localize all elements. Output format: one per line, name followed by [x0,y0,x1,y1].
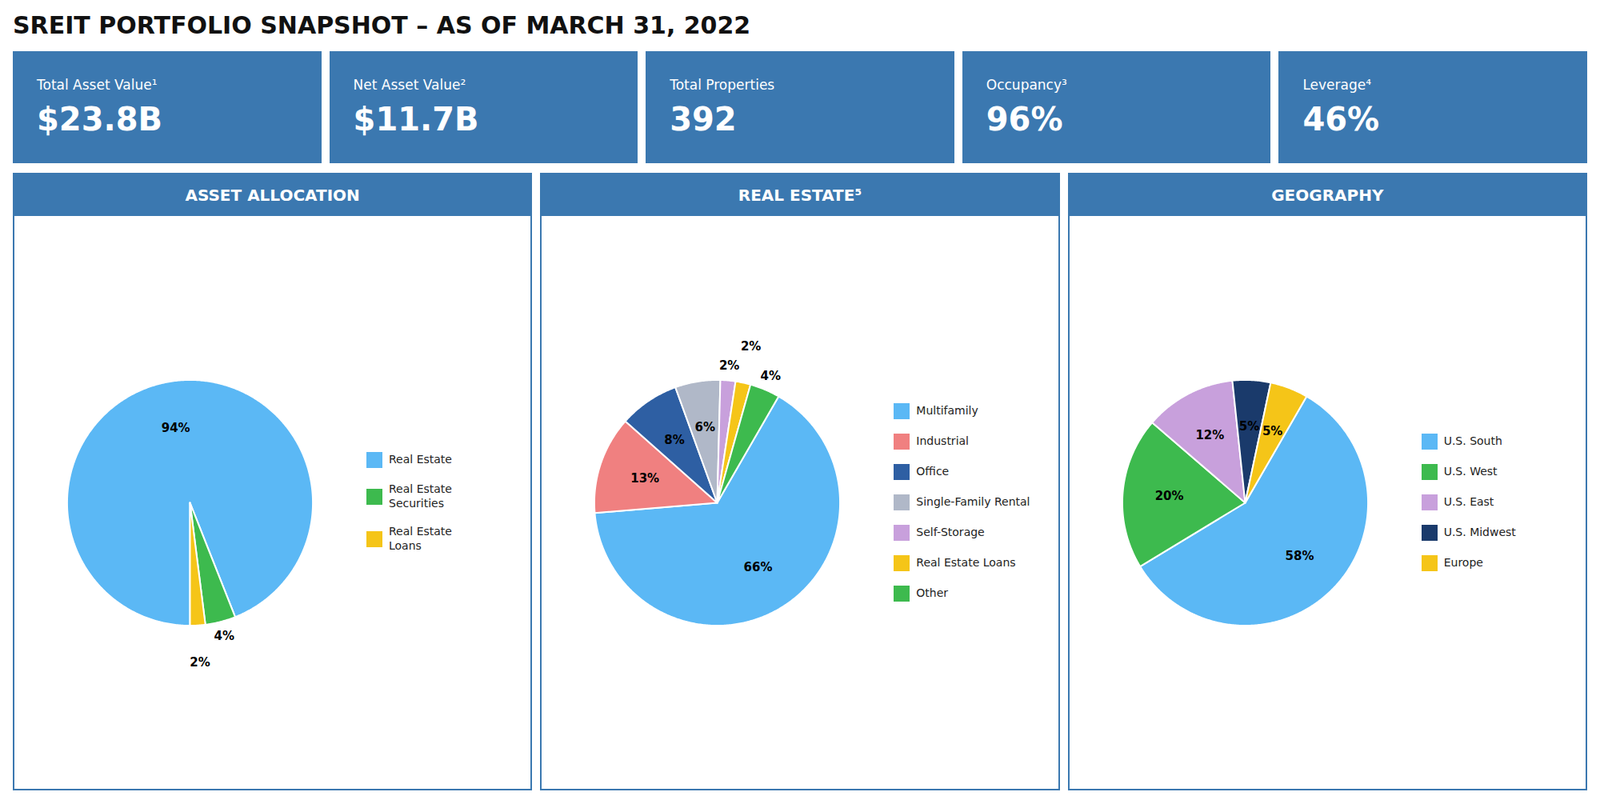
html-text:U.S. South: U.S. South [1443,434,1503,448]
html-text:Office: Office [916,465,949,478]
svg-text:4%: 4% [214,628,235,644]
svg-text:2%: 2% [189,655,210,670]
svg-text:5%: 5% [1262,424,1283,439]
html-text:Self-Storage: Self-Storage [916,525,985,539]
html-text:Multifamily: Multifamily [916,404,979,418]
html-text:Real Estate Loans: Real Estate Loans [388,524,452,552]
html-text:Real Estate Securities: Real Estate Securities [388,482,452,510]
html-text:U.S. Midwest: U.S. Midwest [1443,525,1516,539]
html-text:$11.7B: $11.7B [353,100,479,138]
html-text:Industrial: Industrial [916,434,969,448]
svg-text:66%: 66% [744,560,773,575]
html-text:Other: Other [916,586,949,600]
html-text:Europe: Europe [1443,556,1484,570]
html-text:96%: 96% [986,100,1063,138]
html-text:ASSET ALLOCATION: ASSET ALLOCATION [185,185,360,205]
svg-text:2%: 2% [719,358,740,373]
html-text:46%: 46% [1302,100,1380,138]
html-text:Real Estate Loans: Real Estate Loans [916,556,1016,570]
svg-text:12%: 12% [1195,428,1224,443]
html-text:GEOGRAPHY: GEOGRAPHY [1271,185,1384,205]
svg-text:58%: 58% [1284,548,1314,564]
svg-text:6%: 6% [695,420,716,435]
html-text:U.S. West: U.S. West [1443,465,1498,478]
html-text:REAL ESTATE⁵: REAL ESTATE⁵ [738,185,862,205]
html-text:$23.8B: $23.8B [36,100,163,138]
html-text:Total Properties: Total Properties [669,76,775,93]
html-text:U.S. East: U.S. East [1443,495,1494,509]
svg-text:94%: 94% [161,420,191,436]
html-text:Leverage⁴: Leverage⁴ [1302,76,1372,93]
html-text:SREIT PORTFOLIO SNAPSHOT – AS: SREIT PORTFOLIO SNAPSHOT – AS OF MARCH 3… [12,11,751,40]
svg-text:4%: 4% [760,368,781,384]
svg-text:2%: 2% [740,339,761,354]
svg-text:8%: 8% [664,432,685,448]
html-text:392: 392 [669,100,737,138]
html-text:Single-Family Rental: Single-Family Rental [916,495,1030,509]
svg-text:13%: 13% [631,471,660,486]
html-text:Total Asset Value¹: Total Asset Value¹ [36,76,158,93]
svg-text:5%: 5% [1238,419,1259,434]
html-text:Real Estate: Real Estate [388,453,452,466]
svg-text:20%: 20% [1154,488,1184,504]
html-text:Occupancy³: Occupancy³ [986,76,1068,93]
html-text:Net Asset Value²: Net Asset Value² [353,76,466,93]
